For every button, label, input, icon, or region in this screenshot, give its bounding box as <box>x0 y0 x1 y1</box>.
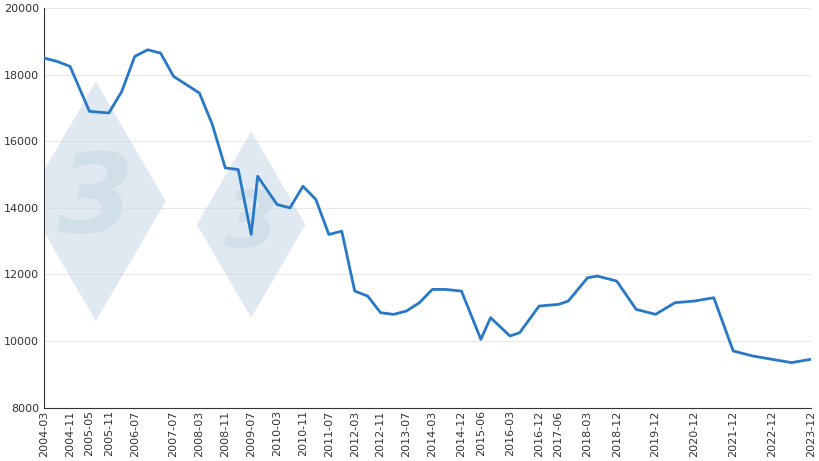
Text: 3: 3 <box>57 148 134 255</box>
Polygon shape <box>26 82 165 321</box>
Polygon shape <box>197 131 305 318</box>
Text: 3: 3 <box>224 187 278 262</box>
